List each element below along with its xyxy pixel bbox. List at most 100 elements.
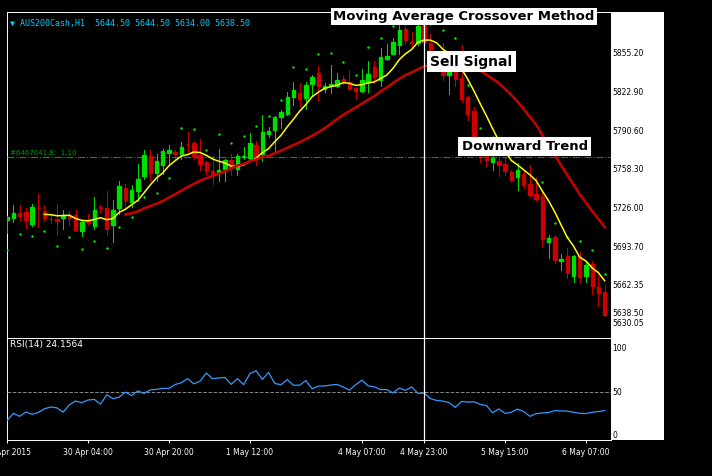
Bar [236, 156, 239, 169]
Bar [317, 73, 320, 86]
Bar [74, 215, 78, 230]
Point [512, 147, 523, 154]
Bar [528, 184, 532, 195]
Bar [279, 112, 283, 117]
Bar [179, 148, 183, 154]
Bar [18, 213, 21, 216]
Bar [242, 156, 246, 157]
Bar [304, 85, 308, 98]
Bar [590, 264, 594, 287]
Bar [565, 256, 569, 273]
Bar [24, 212, 28, 220]
Point [126, 213, 137, 221]
Bar [478, 138, 482, 150]
Point [300, 65, 312, 73]
Text: 0: 0 [612, 431, 617, 440]
Bar [136, 179, 140, 190]
Point [412, 2, 424, 10]
Bar [342, 79, 345, 81]
Bar [224, 160, 226, 169]
Bar [248, 143, 251, 158]
Bar [273, 118, 276, 130]
Bar [310, 77, 314, 84]
Point [587, 246, 598, 253]
Bar [68, 216, 71, 218]
Bar [397, 30, 401, 45]
Bar [485, 149, 488, 160]
Point [599, 270, 610, 278]
Bar [49, 218, 53, 219]
Point [524, 147, 535, 155]
Bar [522, 174, 525, 185]
Bar [603, 292, 607, 315]
Point [51, 242, 63, 249]
Point [213, 130, 224, 138]
Bar [323, 86, 326, 89]
Text: Moving Average Crossover Method: Moving Average Crossover Method [333, 10, 595, 23]
Point [113, 223, 125, 230]
Bar [174, 152, 177, 154]
Bar [472, 111, 476, 139]
Point [63, 233, 75, 241]
Bar [510, 172, 513, 180]
Bar [572, 256, 575, 277]
Bar [429, 42, 432, 56]
Point [76, 245, 88, 253]
Text: 5662.35: 5662.35 [612, 280, 644, 289]
Point [437, 26, 449, 34]
Bar [347, 82, 351, 89]
Point [424, 20, 436, 28]
Point [88, 237, 100, 244]
Bar [217, 170, 221, 172]
Bar [540, 197, 544, 238]
Point [499, 140, 511, 148]
Bar [404, 29, 407, 40]
Bar [417, 26, 419, 43]
Bar [161, 151, 164, 165]
Bar [292, 90, 295, 98]
Point [313, 50, 324, 58]
Bar [578, 256, 582, 277]
Point [138, 194, 150, 201]
Bar [454, 69, 457, 79]
Point [176, 124, 187, 132]
Text: RSI(14) 24.1564: RSI(14) 24.1564 [9, 340, 83, 349]
Text: ▼ AUS200Cash,H1  5644.50 5644.50 5634.00 5638.50: ▼ AUS200Cash,H1 5644.50 5644.50 5634.00 … [9, 20, 250, 28]
Point [288, 63, 299, 70]
Text: 100: 100 [612, 344, 627, 353]
Text: 5790.60: 5790.60 [612, 127, 644, 136]
Bar [547, 238, 550, 242]
Bar [192, 143, 196, 156]
Bar [372, 68, 376, 77]
Bar [585, 265, 587, 276]
Text: 5726.00: 5726.00 [612, 204, 644, 213]
Bar [211, 171, 214, 175]
Point [400, 5, 412, 13]
Text: 5638.50: 5638.50 [612, 309, 644, 318]
Point [38, 227, 50, 235]
Bar [560, 259, 562, 261]
Point [549, 219, 560, 227]
Point [101, 245, 112, 252]
Point [263, 112, 274, 119]
Bar [61, 215, 65, 218]
Bar [354, 88, 357, 91]
Bar [435, 55, 439, 61]
Text: Downward Trend: Downward Trend [461, 140, 587, 153]
Point [462, 81, 473, 89]
Bar [6, 217, 9, 220]
Bar [199, 155, 201, 164]
Bar [155, 161, 158, 173]
Bar [111, 210, 115, 226]
Bar [367, 74, 370, 82]
Bar [124, 188, 127, 200]
Bar [117, 186, 121, 208]
Bar [422, 23, 426, 42]
Bar [360, 80, 364, 90]
Point [574, 238, 585, 245]
Point [449, 35, 461, 42]
Text: 5855.20: 5855.20 [612, 49, 644, 58]
Bar [385, 56, 389, 59]
Point [474, 124, 486, 131]
Bar [597, 287, 600, 293]
